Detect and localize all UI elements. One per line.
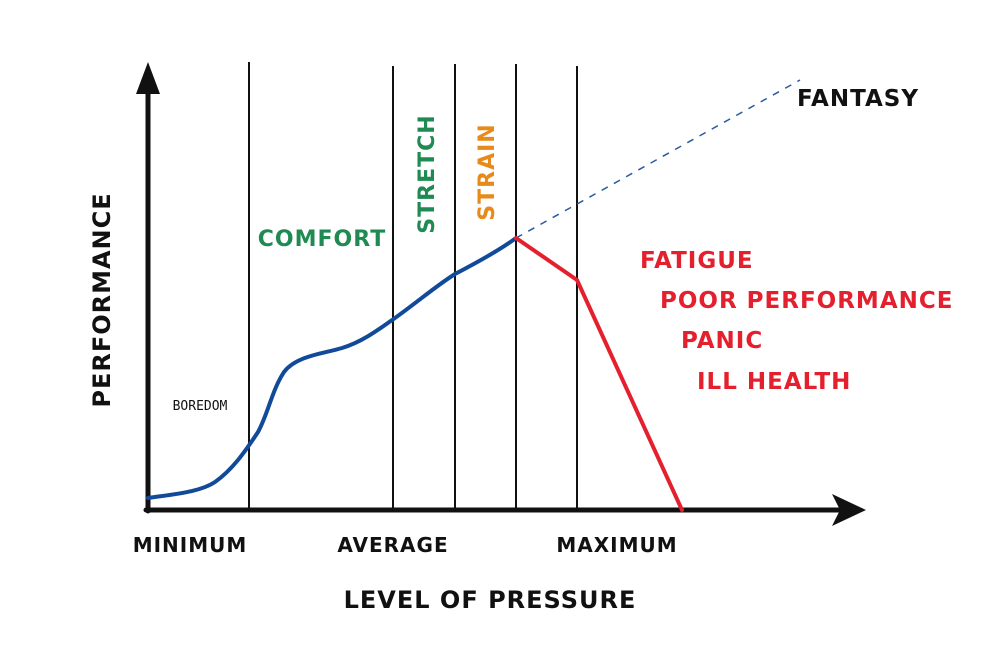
zone-label-stretch: STRETCH [415,114,440,233]
x-tick-average: AVERAGE [337,533,448,557]
zone-label-strain: STRAIN [475,123,500,220]
y-axis-arrow-icon [136,62,160,94]
zone-label-fantasy: FANTASY [797,86,919,112]
x-axis-title: LEVEL OF PRESSURE [344,586,637,614]
y-axis-title: PERFORMANCE [88,192,116,407]
effect-panic: PANIC [681,328,763,354]
axes [136,62,866,526]
effect-ill-health: ILL HEALTH [697,369,851,395]
zone-label-comfort: COMFORT [258,227,386,252]
fantasy-dashed-line [515,79,801,239]
zone-dividers [248,62,578,510]
effect-poor-performance: POOR PERFORMANCE [660,288,953,314]
x-tick-minimum: MINIMUM [133,533,248,557]
x-axis-arrow-icon [832,494,866,526]
rising-performance-curve [146,236,518,500]
effect-fatigue: FATIGUE [640,248,754,274]
zone-label-boredom: BOREDOM [173,399,228,414]
x-tick-maximum: MAXIMUM [556,533,677,557]
falling-performance-curve [514,236,684,512]
